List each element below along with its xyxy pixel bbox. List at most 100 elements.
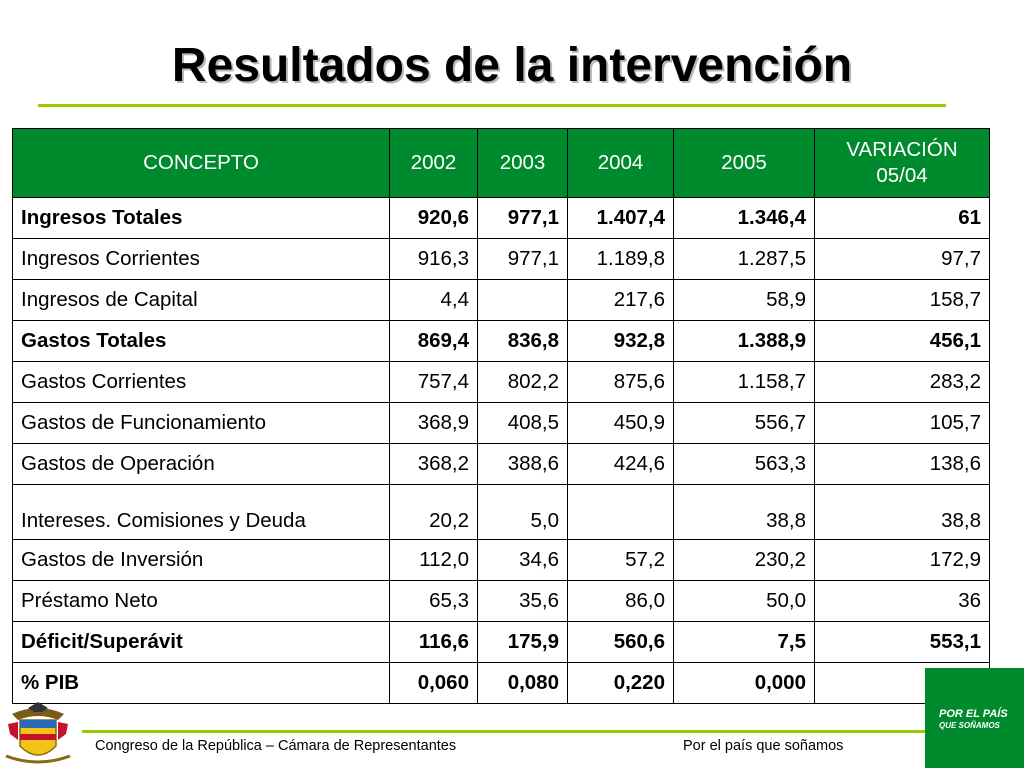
page-title: Resultados de la intervención: [171, 39, 853, 92]
cell-variation: 97,7: [814, 238, 990, 280]
cell-2004: 86,0: [567, 580, 674, 622]
cell-2004: [567, 484, 674, 540]
title-divider: [38, 104, 946, 107]
cell-2002: 116,6: [389, 621, 478, 663]
table-row: % PIB 0,060 0,080 0,220 0,000: [12, 662, 990, 704]
logo-line2: QUE SOÑAMOS: [939, 721, 1000, 730]
cell-variation: 283,2: [814, 361, 990, 403]
cell-variation: 172,9: [814, 539, 990, 581]
cell-2003: 977,1: [477, 238, 568, 280]
cell-2005: 1.388,9: [673, 320, 815, 362]
cell-variation: 553,1: [814, 621, 990, 663]
cell-2005: 0,000: [673, 662, 815, 704]
cell-2004: 0,220: [567, 662, 674, 704]
cell-2004: 1.189,8: [567, 238, 674, 280]
cell-2002: 916,3: [389, 238, 478, 280]
header-2003: 2003: [477, 128, 568, 198]
table-row: Ingresos de Capital 4,4 217,6 58,9 158,7: [12, 279, 990, 321]
header-variacion-line1: VARIACIÓN: [846, 138, 958, 161]
table-header-row: CONCEPTO 2002 2003 2004 2005 VARIACIÓN 05…: [12, 128, 990, 198]
cell-concept: Ingresos Corrientes: [12, 238, 390, 280]
cell-variation: 138,6: [814, 443, 990, 485]
cell-2005: 1.158,7: [673, 361, 815, 403]
cell-2005: 7,5: [673, 621, 815, 663]
cell-2002: 869,4: [389, 320, 478, 362]
cell-2002: 4,4: [389, 279, 478, 321]
cell-2003: 175,9: [477, 621, 568, 663]
cell-concept: Ingresos de Capital: [12, 279, 390, 321]
cell-2003: 408,5: [477, 402, 568, 444]
cell-2003: 977,1: [477, 197, 568, 239]
cell-2002: 920,6: [389, 197, 478, 239]
cell-variation: 36: [814, 580, 990, 622]
cell-variation: 105,7: [814, 402, 990, 444]
cell-variation: 456,1: [814, 320, 990, 362]
header-2002: 2002: [389, 128, 478, 198]
logo-line1: POR EL PAÍS: [939, 708, 1008, 720]
table-row: Ingresos Corrientes 916,3 977,1 1.189,8 1.28…: [12, 238, 990, 280]
cell-2005: 58,9: [673, 279, 815, 321]
table-row: Gastos de Operación 368,2 388,6 424,6 563,3 1…: [12, 443, 990, 485]
header-2005: 2005: [673, 128, 815, 198]
cell-2005: 563,3: [673, 443, 815, 485]
table-row: Intereses. Comisiones y Deuda 20,2 5,0 38,8…: [12, 484, 990, 540]
table-row: Gastos de Inversión 112,0 34,6 57,2 230,2 172…: [12, 539, 990, 581]
cell-2002: 368,9: [389, 402, 478, 444]
header-variacion-line2: 05/04: [876, 164, 928, 187]
cell-2005: 50,0: [673, 580, 815, 622]
cell-2005: 1.287,5: [673, 238, 815, 280]
colombia-coat-of-arms-icon: [5, 702, 71, 764]
cell-2003: 802,2: [477, 361, 568, 403]
cell-2005: 38,8: [673, 484, 815, 540]
cell-concept: Intereses. Comisiones y Deuda: [12, 484, 390, 540]
cell-concept: % PIB: [12, 662, 390, 704]
cell-concept: Déficit/Superávit: [12, 621, 390, 663]
footer-right-text: Por el país que soñamos: [683, 738, 844, 754]
header-concepto: CONCEPTO: [12, 128, 390, 198]
table-row: Déficit/Superávit 116,6 175,9 560,6 7,5 553,1: [12, 621, 990, 663]
footer-left-text: Congreso de la República – Cámara de Rep…: [95, 738, 457, 754]
cell-2003: 388,6: [477, 443, 568, 485]
cell-2002: 0,060: [389, 662, 478, 704]
cell-2004: 57,2: [567, 539, 674, 581]
cell-2005: 230,2: [673, 539, 815, 581]
por-el-pais-logo: POR EL PAÍS QUE SOÑAMOS: [925, 668, 1024, 768]
table-row: Préstamo Neto 65,3 35,6 86,0 50,0 36: [12, 580, 990, 622]
cell-2005: 556,7: [673, 402, 815, 444]
cell-variation: 38,8: [814, 484, 990, 540]
cell-2003: 0,080: [477, 662, 568, 704]
cell-concept: Gastos de Funcionamiento: [12, 402, 390, 444]
cell-2002: 65,3: [389, 580, 478, 622]
cell-2004: 217,6: [567, 279, 674, 321]
table-row: Gastos de Funcionamiento 368,9 408,5 450,9 5…: [12, 402, 990, 444]
cell-2002: 112,0: [389, 539, 478, 581]
cell-concept: Gastos Totales: [12, 320, 390, 362]
header-2004: 2004: [567, 128, 674, 198]
cell-2004: 450,9: [567, 402, 674, 444]
logo-text: POR EL PAÍS QUE SOÑAMOS: [939, 708, 1011, 732]
header-variacion: VARIACIÓN 05/04: [814, 128, 990, 198]
cell-2004: 875,6: [567, 361, 674, 403]
table-row: Gastos Totales 869,4 836,8 932,8 1.388,9 456,…: [12, 320, 990, 362]
footer-divider: [82, 730, 925, 733]
cell-2004: 560,6: [567, 621, 674, 663]
cell-2003: [477, 279, 568, 321]
table-row: Gastos Corrientes 757,4 802,2 875,6 1.158,7 2…: [12, 361, 990, 403]
cell-2004: 424,6: [567, 443, 674, 485]
cell-2002: 20,2: [389, 484, 478, 540]
cell-concept: Gastos Corrientes: [12, 361, 390, 403]
cell-2004: 932,8: [567, 320, 674, 362]
cell-concept: Préstamo Neto: [12, 580, 390, 622]
cell-2003: 5,0: [477, 484, 568, 540]
cell-concept: Gastos de Operación: [12, 443, 390, 485]
cell-2003: 34,6: [477, 539, 568, 581]
cell-variation: 158,7: [814, 279, 990, 321]
cell-2003: 35,6: [477, 580, 568, 622]
cell-2003: 836,8: [477, 320, 568, 362]
cell-concept: Ingresos Totales: [12, 197, 390, 239]
cell-2004: 1.407,4: [567, 197, 674, 239]
results-table: CONCEPTO 2002 2003 2004 2005 VARIACIÓN 05…: [12, 128, 990, 704]
table-row: Ingresos Totales 920,6 977,1 1.407,4 1.346,4…: [12, 197, 990, 239]
cell-variation: 61: [814, 197, 990, 239]
cell-concept: Gastos de Inversión: [12, 539, 390, 581]
